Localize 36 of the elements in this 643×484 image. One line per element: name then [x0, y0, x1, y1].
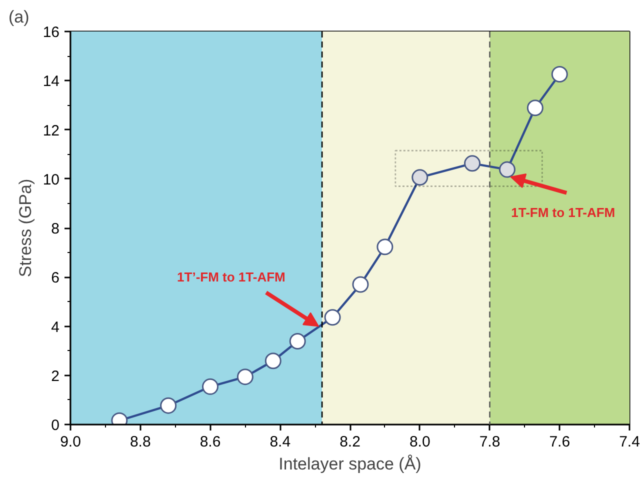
x-tick-label: 8.8 — [130, 434, 151, 450]
point — [551, 66, 568, 82]
point — [352, 276, 369, 293]
x-tick-label: 7.6 — [549, 434, 570, 450]
x-tick-label: 8.4 — [270, 434, 291, 450]
x-tick-label: 9.0 — [60, 434, 81, 450]
annotation: 1T’-FM to 1T-AFM — [177, 270, 286, 285]
y-tick-label: 10 — [42, 171, 60, 188]
x-tick-label: 7.4 — [619, 434, 640, 450]
text: (a) — [8, 8, 30, 26]
point — [376, 238, 394, 256]
y-tick-label: 4 — [51, 318, 60, 336]
y-tick-label: 12 — [42, 122, 60, 140]
x-tick-label: 8.2 — [340, 434, 360, 450]
point — [526, 100, 544, 116]
y-tick-label: 8 — [51, 220, 60, 238]
x-axis-title: Intelayer space (Å) — [278, 454, 422, 474]
point — [236, 368, 254, 386]
point — [324, 309, 341, 326]
y-tick-label: 6 — [51, 270, 60, 287]
x-tick-label: 8.6 — [200, 434, 221, 450]
x-tick-label: 8.0 — [409, 434, 430, 450]
point — [264, 352, 282, 370]
point — [202, 378, 218, 395]
point — [464, 155, 481, 172]
y-tick-label: 16 — [42, 24, 60, 41]
point — [498, 161, 516, 178]
point — [160, 397, 177, 414]
annotation: 1T-FM to 1T-AFM — [511, 205, 616, 220]
point — [412, 169, 428, 186]
y-axis-title: Stress (GPa) — [16, 178, 35, 278]
y-tick-label: 14 — [42, 73, 60, 90]
x-tick-label: 7.8 — [479, 434, 500, 450]
y-tick-label: 2 — [51, 368, 60, 385]
y-tick-label: 0 — [51, 417, 60, 434]
point — [289, 333, 306, 350]
